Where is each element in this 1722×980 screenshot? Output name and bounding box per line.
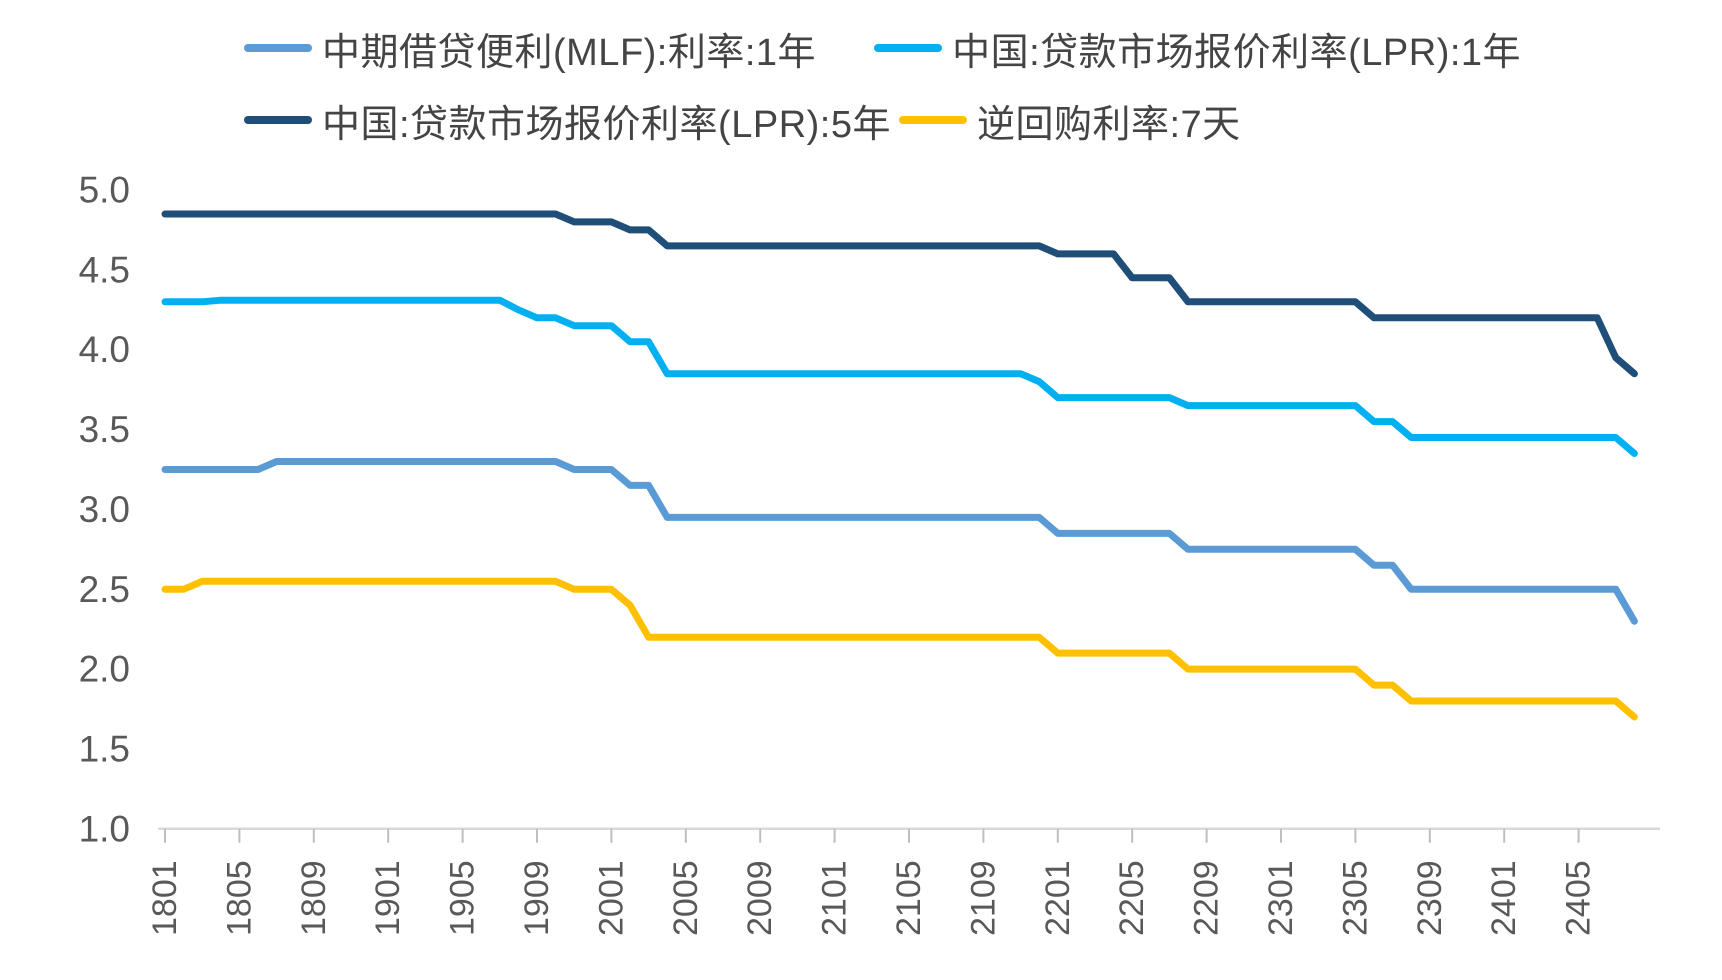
legend-row-1: 中期借贷便利(MLF):利率:1年 中国:贷款市场报价利率(LPR):1年 [244, 22, 1521, 74]
x-axis-label: 1905 [444, 860, 482, 936]
x-axis-label: 2209 [1188, 860, 1226, 936]
y-axis-label: 3.0 [79, 489, 130, 530]
series-line-repo_7d [161, 577, 1638, 721]
y-axis-label: 2.5 [79, 569, 130, 610]
y-axis-label: 2.0 [79, 649, 130, 690]
y-axis-label: 4.5 [79, 249, 130, 290]
x-axis-label: 2309 [1411, 860, 1449, 936]
x-axis-label: 2401 [1485, 860, 1523, 936]
y-axis-label: 5.0 [79, 170, 130, 211]
legend-line-swatch-lpr_5y [244, 116, 312, 124]
y-axis-label: 1.0 [79, 808, 130, 849]
x-axis-label: 2005 [667, 860, 705, 936]
legend-item-lpr_5y: 中国:贷款市场报价利率(LPR):5年 [244, 93, 891, 148]
legend-item-repo_7d: 逆回购利率:7天 [898, 93, 1241, 148]
legend-line-swatch-repo_7d [898, 116, 967, 124]
series-line-mlf_1y [161, 458, 1638, 625]
x-axis-label: 1909 [518, 860, 556, 936]
x-axis-label: 1801 [146, 860, 184, 936]
y-axis-label: 1.5 [79, 728, 130, 769]
x-axis-label: 2205 [1113, 860, 1151, 936]
x-axis-label: 1805 [220, 860, 258, 936]
x-axis-label: 2109 [964, 860, 1002, 936]
legend-line-swatch-lpr_1y [874, 44, 943, 52]
legend-row-2: 中国:贷款市场报价利率(LPR):5年 逆回购利率:7天 [244, 94, 1521, 146]
legend-label-mlf_1y: 中期借贷便利(MLF):利率:1年 [322, 31, 817, 74]
legend-item-lpr_1y: 中国:贷款市场报价利率(LPR):1年 [874, 21, 1521, 76]
x-axis-label: 1809 [295, 860, 333, 936]
legend-label-lpr_1y: 中国:贷款市场报价利率(LPR):1年 [952, 31, 1522, 74]
x-axis-label: 2009 [741, 860, 779, 936]
x-axis-label: 2201 [1039, 860, 1077, 936]
legend-item-mlf_1y: 中期借贷便利(MLF):利率:1年 [244, 21, 816, 76]
x-axis-label: 2105 [890, 860, 928, 936]
legend-label-lpr_5y: 中国:贷款市场报价利率(LPR):5年 [322, 103, 891, 146]
x-axis-label: 2101 [816, 860, 854, 936]
x-axis-label: 2301 [1262, 860, 1300, 936]
y-axis-label: 4.0 [79, 329, 130, 370]
legend-line-swatch-mlf_1y [244, 44, 312, 52]
series-line-lpr_1y [161, 296, 1638, 457]
legend-label-repo_7d: 逆回购利率:7天 [976, 103, 1241, 146]
x-axis-label: 2405 [1560, 860, 1598, 936]
x-axis-label: 2305 [1336, 860, 1374, 936]
chart-legend: 中期借贷便利(MLF):利率:1年 中国:贷款市场报价利率(LPR):1年 中国:… [244, 22, 1521, 146]
x-axis-label: 2001 [592, 860, 630, 936]
x-axis-label: 1901 [369, 860, 407, 936]
y-axis-label: 3.5 [79, 409, 130, 450]
series-line-lpr_5y [161, 210, 1638, 378]
